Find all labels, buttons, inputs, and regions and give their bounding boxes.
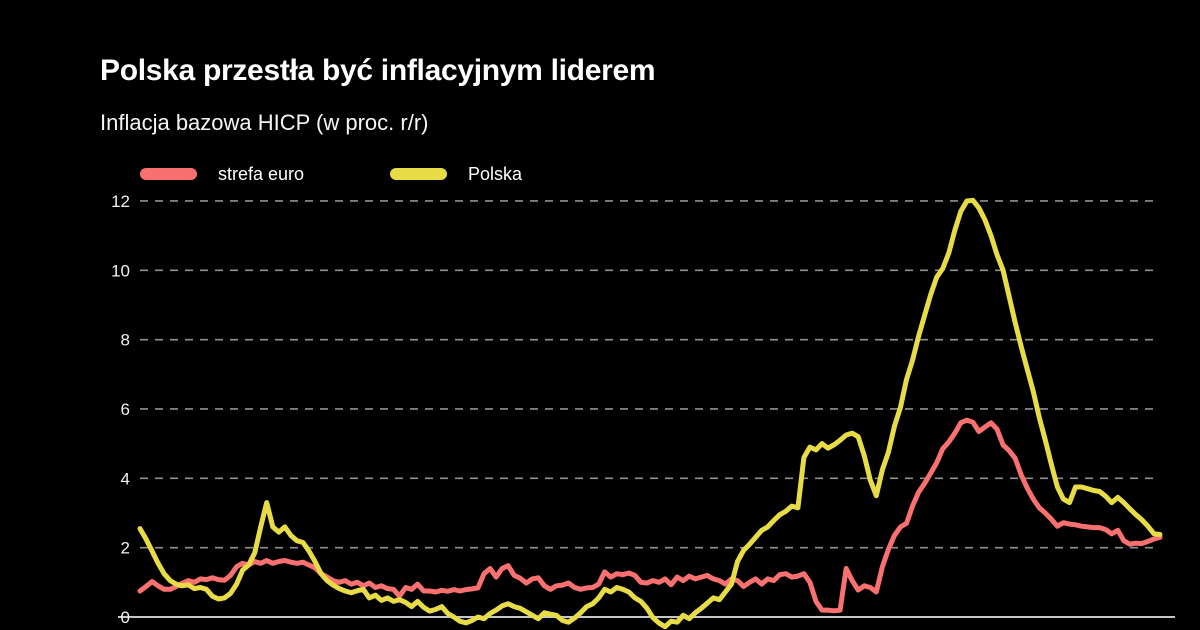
y-tick-label-10: 10 <box>111 261 130 280</box>
page-subtitle: Inflacja bazowa HICP (w proc. r/r) <box>100 110 429 135</box>
y-tick-label-0: 0 <box>121 608 130 627</box>
legend-item-polska: Polska <box>390 162 522 186</box>
euro-series-swatch-icon <box>140 168 197 180</box>
y-tick-label-6: 6 <box>121 400 130 419</box>
legend-label-polska: Polska <box>468 163 523 184</box>
y-tick-label-2: 2 <box>121 539 130 558</box>
legend-item-strefa-euro: strefa euro <box>140 162 304 186</box>
page-title: Polska przestła być inflacyjnym liderem <box>100 54 656 87</box>
series-line-strefa-euro <box>137 417 1163 614</box>
legend-label-strefa-euro: strefa euro <box>218 163 305 184</box>
series-line-polska <box>137 197 1163 630</box>
poland-series-swatch-icon <box>390 168 447 180</box>
y-tick-label-8: 8 <box>121 331 130 350</box>
y-tick-label-4: 4 <box>121 469 130 488</box>
y-tick-label-12: 12 <box>111 192 130 211</box>
